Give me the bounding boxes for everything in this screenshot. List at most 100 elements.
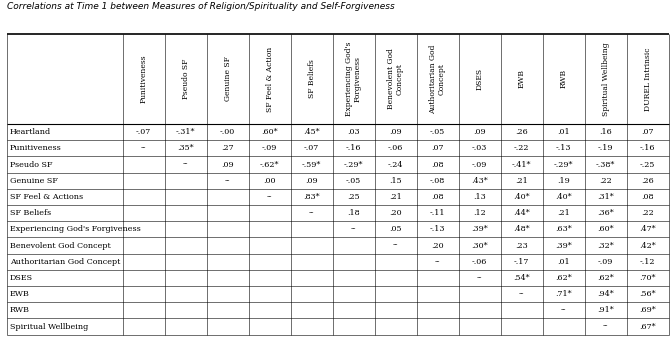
Text: .15: .15 bbox=[389, 177, 402, 185]
Text: .67*: .67* bbox=[639, 322, 656, 331]
Text: .70*: .70* bbox=[639, 274, 656, 282]
Text: Pseudo SF: Pseudo SF bbox=[181, 59, 190, 99]
Text: Heartland: Heartland bbox=[10, 128, 51, 136]
Text: --: -- bbox=[225, 177, 230, 185]
Text: Authoritarian God
Concept: Authoritarian God Concept bbox=[429, 44, 446, 114]
Text: .08: .08 bbox=[431, 193, 444, 201]
Text: .20: .20 bbox=[389, 209, 402, 217]
Text: .26: .26 bbox=[641, 177, 654, 185]
Text: .94*: .94* bbox=[597, 290, 614, 298]
Text: -.06: -.06 bbox=[472, 258, 487, 266]
Text: -.16: -.16 bbox=[640, 144, 655, 152]
Text: DUREL Intrinsic: DUREL Intrinsic bbox=[644, 47, 652, 111]
Text: -.62*: -.62* bbox=[260, 161, 280, 169]
Text: -.25: -.25 bbox=[640, 161, 655, 169]
Text: -.59*: -.59* bbox=[302, 161, 321, 169]
Text: .44*: .44* bbox=[513, 209, 530, 217]
Text: .07: .07 bbox=[641, 128, 654, 136]
Text: .18: .18 bbox=[347, 209, 360, 217]
Text: Experiencing God's Forgiveness: Experiencing God's Forgiveness bbox=[10, 225, 141, 233]
Text: .83*: .83* bbox=[303, 193, 320, 201]
Text: -.11: -.11 bbox=[430, 209, 446, 217]
Text: Genuine SF: Genuine SF bbox=[224, 56, 232, 101]
Text: -.19: -.19 bbox=[598, 144, 614, 152]
Text: -.12: -.12 bbox=[640, 258, 655, 266]
Text: .42*: .42* bbox=[639, 242, 656, 249]
Text: .54*: .54* bbox=[513, 274, 530, 282]
Text: Benevolent God Concept: Benevolent God Concept bbox=[10, 242, 111, 249]
Text: Genuine SF: Genuine SF bbox=[10, 177, 58, 185]
Text: -.41*: -.41* bbox=[512, 161, 532, 169]
Text: SF Beliefs: SF Beliefs bbox=[308, 59, 316, 98]
Text: .23: .23 bbox=[515, 242, 528, 249]
Text: -.09: -.09 bbox=[598, 258, 614, 266]
Text: .09: .09 bbox=[473, 128, 486, 136]
Text: EWB: EWB bbox=[10, 290, 30, 298]
Text: --: -- bbox=[561, 306, 566, 314]
Text: Benevolent God
Concept: Benevolent God Concept bbox=[387, 48, 404, 110]
Text: -.06: -.06 bbox=[388, 144, 403, 152]
Text: .09: .09 bbox=[305, 177, 318, 185]
Text: RWB: RWB bbox=[560, 69, 568, 89]
Text: .07: .07 bbox=[431, 144, 444, 152]
Text: -.00: -.00 bbox=[220, 128, 235, 136]
Text: Experiencing God's
Forgiveness: Experiencing God's Forgiveness bbox=[345, 42, 362, 116]
Text: -.05: -.05 bbox=[346, 177, 362, 185]
Text: -.22: -.22 bbox=[514, 144, 530, 152]
Text: .63*: .63* bbox=[555, 225, 572, 233]
Text: .16: .16 bbox=[599, 128, 612, 136]
Text: .26: .26 bbox=[515, 128, 528, 136]
Text: .30*: .30* bbox=[471, 242, 488, 249]
Text: .40*: .40* bbox=[555, 193, 572, 201]
Text: .01: .01 bbox=[557, 258, 570, 266]
Text: --: -- bbox=[393, 242, 398, 249]
Text: -.31*: -.31* bbox=[176, 128, 196, 136]
Text: Authoritarian God Concept: Authoritarian God Concept bbox=[10, 258, 120, 266]
Text: -.38*: -.38* bbox=[596, 161, 616, 169]
Text: .32*: .32* bbox=[597, 242, 614, 249]
Text: --: -- bbox=[309, 209, 314, 217]
Text: .48*: .48* bbox=[513, 225, 530, 233]
Text: .45*: .45* bbox=[303, 128, 320, 136]
Text: .71*: .71* bbox=[555, 290, 572, 298]
Text: .91*: .91* bbox=[597, 306, 614, 314]
Text: SF Feel & Actions: SF Feel & Actions bbox=[10, 193, 83, 201]
Text: DSES: DSES bbox=[476, 68, 484, 90]
Text: -.17: -.17 bbox=[514, 258, 530, 266]
Text: .60*: .60* bbox=[261, 128, 278, 136]
Text: .31*: .31* bbox=[597, 193, 614, 201]
Text: .40*: .40* bbox=[513, 193, 530, 201]
Text: -.29*: -.29* bbox=[344, 161, 364, 169]
Text: .21: .21 bbox=[389, 193, 402, 201]
Text: -.13: -.13 bbox=[556, 144, 571, 152]
Text: --: -- bbox=[141, 144, 146, 152]
Text: EWB: EWB bbox=[517, 69, 526, 89]
Text: -.07: -.07 bbox=[136, 128, 151, 136]
Text: --: -- bbox=[519, 290, 524, 298]
Text: -.08: -.08 bbox=[430, 177, 446, 185]
Text: .22: .22 bbox=[599, 177, 612, 185]
Text: SF Feel & Action: SF Feel & Action bbox=[265, 46, 274, 112]
Text: .60*: .60* bbox=[597, 225, 614, 233]
Text: .08: .08 bbox=[431, 161, 444, 169]
Text: --: -- bbox=[267, 193, 272, 201]
Text: .09: .09 bbox=[389, 128, 402, 136]
Text: .39*: .39* bbox=[471, 225, 488, 233]
Text: .00: .00 bbox=[263, 177, 276, 185]
Text: .08: .08 bbox=[641, 193, 654, 201]
Text: --: -- bbox=[603, 322, 608, 331]
Text: -.16: -.16 bbox=[346, 144, 362, 152]
Text: .19: .19 bbox=[557, 177, 570, 185]
Text: .01: .01 bbox=[557, 128, 570, 136]
Text: --: -- bbox=[435, 258, 440, 266]
Text: Punitiveness: Punitiveness bbox=[140, 55, 148, 103]
Text: Punitiveness: Punitiveness bbox=[10, 144, 62, 152]
Text: .47*: .47* bbox=[639, 225, 656, 233]
Text: .13: .13 bbox=[473, 193, 486, 201]
Text: .03: .03 bbox=[347, 128, 360, 136]
Text: -.03: -.03 bbox=[472, 144, 487, 152]
Text: .20: .20 bbox=[431, 242, 444, 249]
Text: -.07: -.07 bbox=[304, 144, 319, 152]
Text: .62*: .62* bbox=[555, 274, 572, 282]
Text: .39*: .39* bbox=[555, 242, 572, 249]
